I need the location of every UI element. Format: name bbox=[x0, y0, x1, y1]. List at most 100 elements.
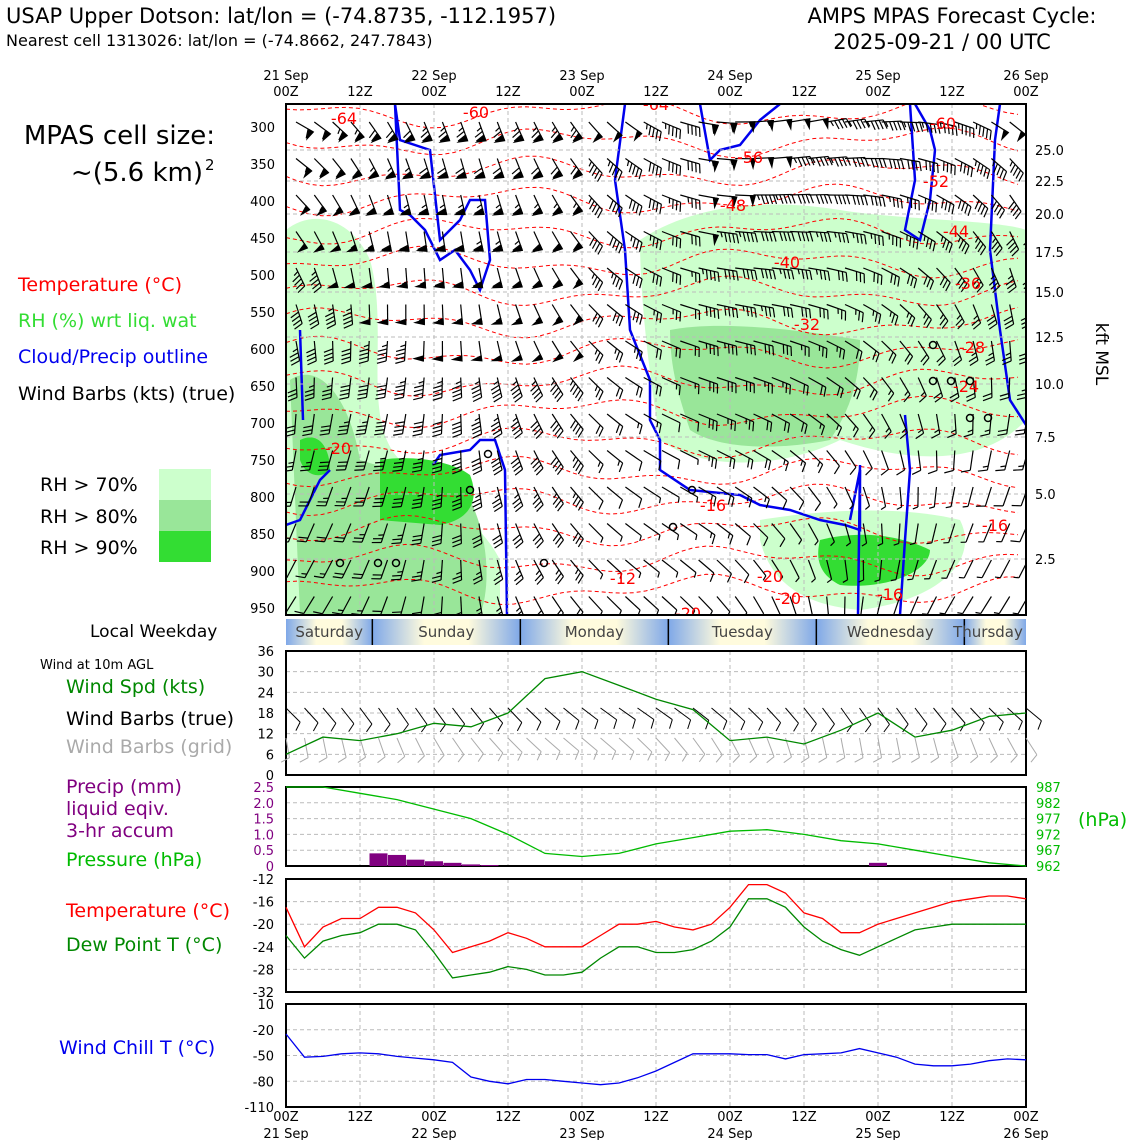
barb-shaft bbox=[471, 708, 484, 724]
contour-label: -28 bbox=[959, 338, 985, 357]
barb-feather bbox=[920, 724, 929, 732]
barb-shaft bbox=[712, 738, 723, 755]
wind-barb bbox=[577, 708, 601, 729]
wind-barb bbox=[651, 708, 675, 729]
barb-feather bbox=[337, 757, 346, 762]
wind-barb bbox=[389, 738, 406, 763]
barb-shaft bbox=[434, 708, 446, 724]
rh-legend-90: RH > 90% bbox=[40, 537, 138, 559]
contour-label: -20 bbox=[757, 567, 783, 586]
wind-barb bbox=[298, 708, 320, 731]
pressure-tick-label: 600 bbox=[250, 343, 275, 358]
barb-feather bbox=[721, 721, 729, 730]
wind-barb bbox=[925, 738, 940, 763]
barb-half bbox=[824, 616, 829, 618]
wind-barb bbox=[795, 738, 809, 763]
barb-feather bbox=[554, 751, 562, 760]
contour-label: -56 bbox=[737, 148, 763, 167]
wind-barb bbox=[520, 708, 543, 730]
barb-shaft bbox=[712, 708, 727, 721]
barb-shaft bbox=[490, 738, 503, 753]
barb-shaft bbox=[772, 194, 792, 195]
y-tick-label: 30 bbox=[257, 666, 274, 681]
barb-shaft bbox=[379, 708, 391, 724]
precip-label-liquid: liquid eqiv. bbox=[66, 798, 169, 820]
wind-barb bbox=[983, 708, 1006, 730]
top-time-label: 12Z bbox=[939, 85, 965, 100]
barb-feather bbox=[299, 758, 308, 763]
pressure-axis: 3003504004505005506006507007508008509009… bbox=[250, 121, 275, 617]
barb-feather bbox=[365, 724, 374, 732]
y-tick-label: 10 bbox=[257, 998, 274, 1013]
wind-barb bbox=[501, 708, 523, 731]
barb-feather bbox=[715, 755, 724, 762]
barb-feather bbox=[438, 724, 447, 732]
wind-barb bbox=[483, 738, 505, 761]
cell-size-label: MPAS cell size: bbox=[24, 121, 215, 151]
barb-shaft bbox=[461, 487, 462, 507]
wind-barb bbox=[869, 738, 882, 762]
altitude-tick-label: 17.5 bbox=[1035, 246, 1064, 261]
pressure-tick-label: 450 bbox=[250, 232, 275, 247]
legend-wind-barbs: Wind Barbs (kts) (true) bbox=[18, 383, 235, 405]
barb-feather bbox=[1029, 755, 1038, 762]
barb-feather bbox=[800, 757, 809, 762]
barb-shaft bbox=[305, 708, 319, 723]
barb-feather bbox=[515, 722, 524, 730]
y-tick-label: 36 bbox=[257, 645, 274, 660]
wind-barb bbox=[1000, 738, 1019, 762]
wind-barb bbox=[351, 738, 366, 763]
weekday-name: Tuesday bbox=[711, 623, 773, 641]
barb-shaft bbox=[860, 708, 871, 724]
contour-label: -16 bbox=[700, 496, 726, 515]
wind-barb bbox=[668, 738, 690, 761]
barb-feather bbox=[989, 756, 998, 763]
windchill-label: Wind Chill T (°C) bbox=[59, 1037, 215, 1059]
precip-bar bbox=[425, 861, 443, 866]
top-time-label: 00Z bbox=[717, 85, 743, 100]
top-date-label: 24 Sep bbox=[707, 69, 752, 84]
rh-legend-70: RH > 70% bbox=[40, 474, 138, 496]
wind-barb bbox=[631, 738, 654, 760]
bottom-time-label: 00Z bbox=[273, 1110, 299, 1125]
pressure-tick-label: 550 bbox=[250, 306, 275, 321]
barb-feather bbox=[818, 758, 827, 763]
barb-half bbox=[855, 616, 860, 619]
barb-feather bbox=[854, 758, 863, 763]
wind-barb bbox=[906, 738, 920, 762]
barb-feather bbox=[311, 723, 320, 731]
wind-barb bbox=[334, 708, 355, 732]
pressure-tick-label: 650 bbox=[250, 380, 275, 395]
top-time-label: 00Z bbox=[569, 85, 595, 100]
precip-label-accum: 3-hr accum bbox=[66, 820, 174, 842]
barb-feather bbox=[766, 757, 775, 763]
wind-barb bbox=[296, 738, 309, 762]
barb-shaft bbox=[934, 708, 947, 724]
wind-barb bbox=[483, 708, 505, 731]
top-date-label: 21 Sep bbox=[263, 69, 308, 84]
barb-feather bbox=[930, 757, 939, 762]
precip-bar bbox=[388, 855, 406, 866]
barb-shaft bbox=[790, 194, 810, 195]
forecast-title: AMPS MPAS Forecast Cycle: bbox=[808, 4, 1097, 28]
pressure-tick-label: 950 bbox=[250, 602, 275, 617]
pressure-tick-label: 300 bbox=[250, 121, 275, 136]
wind-barb bbox=[502, 738, 525, 761]
barb-shaft bbox=[342, 708, 354, 724]
top-date-label: 23 Sep bbox=[559, 69, 604, 84]
barb-feather bbox=[939, 724, 948, 732]
top-time-label: 12Z bbox=[495, 85, 521, 100]
barb-feather bbox=[891, 758, 900, 763]
wind-barb bbox=[815, 708, 836, 732]
altitude-tick-label: 5.0 bbox=[1035, 488, 1056, 503]
barb-shaft bbox=[442, 378, 443, 398]
y-tick-label: 0.5 bbox=[253, 844, 274, 859]
wind-speed-label: Wind Spd (kts) bbox=[66, 676, 205, 698]
barb-feather bbox=[864, 724, 873, 732]
legend-temperature: Temperature (°C) bbox=[17, 274, 182, 296]
rh-swatch-70 bbox=[159, 469, 211, 500]
wind-speed-line bbox=[286, 672, 1026, 755]
